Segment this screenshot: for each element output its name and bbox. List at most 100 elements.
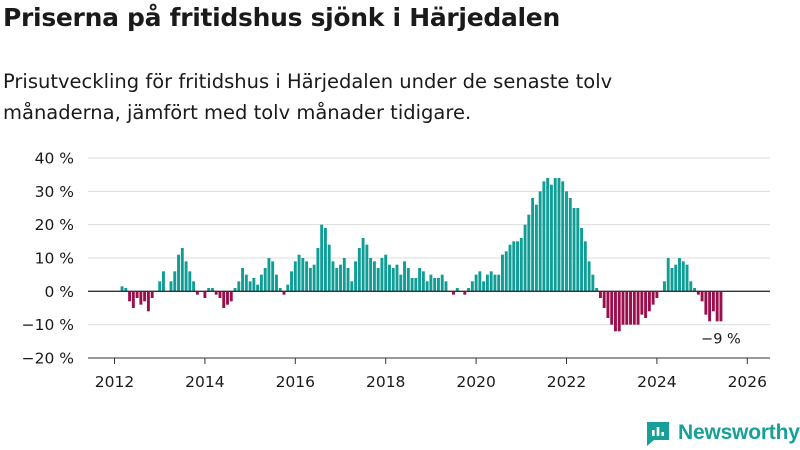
bar bbox=[557, 178, 561, 292]
bar bbox=[233, 288, 237, 292]
bar bbox=[210, 288, 214, 292]
bar bbox=[467, 288, 471, 292]
bar bbox=[489, 271, 493, 292]
bar bbox=[595, 288, 599, 292]
bar bbox=[482, 281, 486, 292]
bar bbox=[384, 254, 388, 292]
bar bbox=[542, 181, 546, 292]
y-tick-label: 0 % bbox=[44, 283, 74, 301]
bar bbox=[354, 261, 358, 292]
bar bbox=[339, 264, 342, 292]
x-tick-label: 2016 bbox=[276, 373, 315, 391]
bar bbox=[561, 181, 565, 292]
bar bbox=[214, 291, 218, 295]
bar bbox=[342, 258, 346, 292]
bar bbox=[120, 286, 124, 292]
y-tick-label: 40 % bbox=[35, 150, 74, 168]
bar bbox=[565, 191, 568, 292]
bar bbox=[629, 291, 632, 325]
bar bbox=[135, 291, 139, 298]
bar bbox=[192, 281, 196, 292]
bar bbox=[568, 198, 572, 292]
bar bbox=[207, 288, 211, 292]
brand-name: Newsworthy bbox=[678, 421, 800, 444]
bar bbox=[696, 291, 700, 295]
bar bbox=[614, 291, 617, 332]
bar bbox=[267, 258, 271, 292]
bar bbox=[286, 284, 290, 292]
bar bbox=[248, 281, 252, 292]
bar bbox=[252, 278, 256, 292]
x-tick-label: 2020 bbox=[456, 373, 495, 391]
bar bbox=[610, 291, 614, 325]
bar bbox=[372, 261, 376, 292]
bar bbox=[271, 261, 275, 292]
bar bbox=[139, 291, 143, 305]
bar bbox=[410, 278, 414, 292]
annotation-label: −9 % bbox=[701, 331, 741, 347]
bar bbox=[177, 254, 180, 292]
bar bbox=[591, 274, 595, 292]
bar bbox=[708, 291, 712, 322]
bar bbox=[323, 228, 327, 292]
bar bbox=[606, 291, 610, 318]
bar bbox=[425, 281, 429, 292]
bar bbox=[444, 281, 448, 292]
bar bbox=[598, 291, 602, 298]
bar bbox=[263, 268, 267, 292]
bar bbox=[278, 288, 282, 292]
x-tick-label: 2014 bbox=[185, 373, 224, 391]
bar bbox=[640, 291, 644, 315]
y-tick-label: 20 % bbox=[35, 216, 74, 234]
x-tick-label: 2022 bbox=[547, 373, 586, 391]
y-tick-label: −10 % bbox=[22, 316, 74, 334]
bar bbox=[124, 288, 128, 292]
bar bbox=[169, 281, 173, 292]
bar bbox=[293, 261, 297, 292]
bar bbox=[715, 291, 719, 322]
bar bbox=[655, 291, 659, 298]
x-tick-label: 2024 bbox=[637, 373, 676, 391]
bar bbox=[188, 271, 192, 292]
bar bbox=[636, 291, 640, 325]
y-tick-label: 30 % bbox=[35, 183, 74, 201]
bar bbox=[241, 268, 245, 292]
bar bbox=[719, 291, 723, 322]
bar bbox=[519, 238, 523, 292]
bar bbox=[376, 268, 380, 292]
bar bbox=[158, 281, 162, 292]
bar bbox=[308, 268, 312, 292]
x-tick-label: 2026 bbox=[728, 373, 767, 391]
bar bbox=[666, 258, 670, 292]
bar bbox=[670, 268, 674, 292]
bar bbox=[237, 281, 241, 292]
bar bbox=[180, 248, 184, 292]
bar bbox=[651, 291, 655, 305]
bar bbox=[580, 228, 584, 292]
bar bbox=[361, 238, 365, 292]
bar bbox=[388, 264, 391, 292]
bar bbox=[395, 264, 399, 292]
bar bbox=[146, 291, 150, 312]
bar bbox=[508, 244, 512, 292]
bar bbox=[282, 291, 286, 295]
newsworthy-logo-icon bbox=[647, 422, 669, 446]
bar bbox=[681, 261, 685, 292]
bar bbox=[625, 291, 629, 325]
bar bbox=[602, 291, 606, 308]
bar bbox=[195, 291, 199, 295]
bar bbox=[534, 204, 538, 292]
bar bbox=[331, 261, 335, 292]
bar bbox=[470, 281, 474, 292]
bar bbox=[632, 291, 636, 325]
bar bbox=[369, 258, 373, 292]
bar bbox=[538, 191, 542, 292]
bar bbox=[455, 288, 459, 292]
bar bbox=[523, 224, 527, 292]
bar bbox=[689, 281, 693, 292]
bar bbox=[501, 254, 504, 292]
bar bbox=[436, 278, 440, 292]
bar bbox=[485, 274, 489, 292]
bar bbox=[312, 264, 316, 292]
chart-subtitle: Prisutveckling för fritidshus i Härjedal… bbox=[3, 70, 613, 124]
